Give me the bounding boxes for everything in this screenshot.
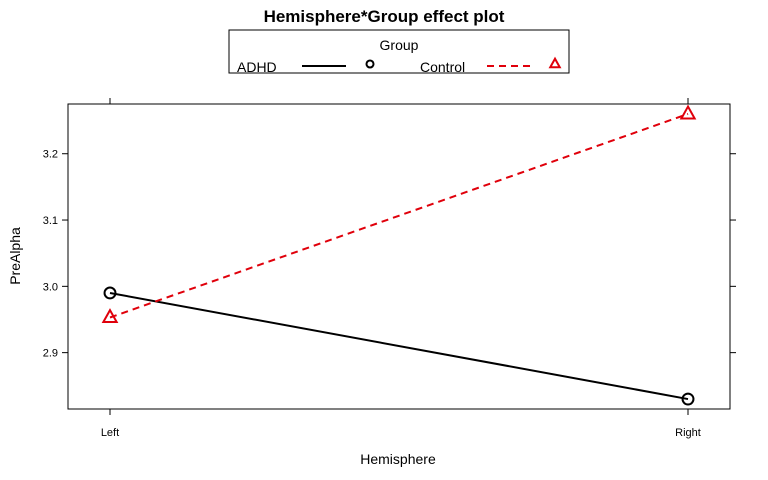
legend: Group ADHD Control bbox=[228, 29, 570, 75]
legend-symbol-adhd bbox=[365, 59, 375, 69]
legend-marker-control bbox=[548, 56, 562, 69]
legend-box bbox=[228, 29, 570, 74]
series-line-control bbox=[109, 113, 689, 319]
axis-ticks: 2.9 3.0 3.1 3.2 Left Right bbox=[43, 98, 736, 439]
y-tick-label: 3.0 bbox=[43, 281, 58, 293]
x-axis-title: Hemisphere bbox=[360, 451, 436, 467]
series-control bbox=[101, 104, 697, 324]
data-point-adhd-left bbox=[103, 286, 117, 300]
series-adhd bbox=[103, 286, 695, 406]
chart-title: Hemisphere*Group effect plot bbox=[264, 7, 505, 26]
legend-marker-adhd bbox=[365, 59, 375, 69]
data-point-control-left bbox=[101, 308, 119, 324]
legend-label-control: Control bbox=[420, 59, 465, 75]
y-tick-label: 3.1 bbox=[43, 215, 58, 227]
series-line-adhd bbox=[109, 291, 689, 401]
legend-title: Group bbox=[380, 37, 419, 53]
series-layer bbox=[101, 104, 697, 406]
x-tick-label: Left bbox=[101, 427, 119, 439]
legend-symbol-control bbox=[548, 56, 562, 69]
y-axis-title: PreAlpha bbox=[7, 227, 23, 285]
x-tick-label: Right bbox=[675, 427, 701, 439]
plot-frame bbox=[67, 103, 731, 410]
legend-label-adhd: ADHD bbox=[237, 59, 277, 75]
y-tick-label: 2.9 bbox=[43, 348, 58, 360]
y-tick-label: 3.2 bbox=[43, 149, 58, 161]
data-point-adhd-right bbox=[681, 392, 695, 406]
data-point-control-right bbox=[679, 104, 697, 120]
